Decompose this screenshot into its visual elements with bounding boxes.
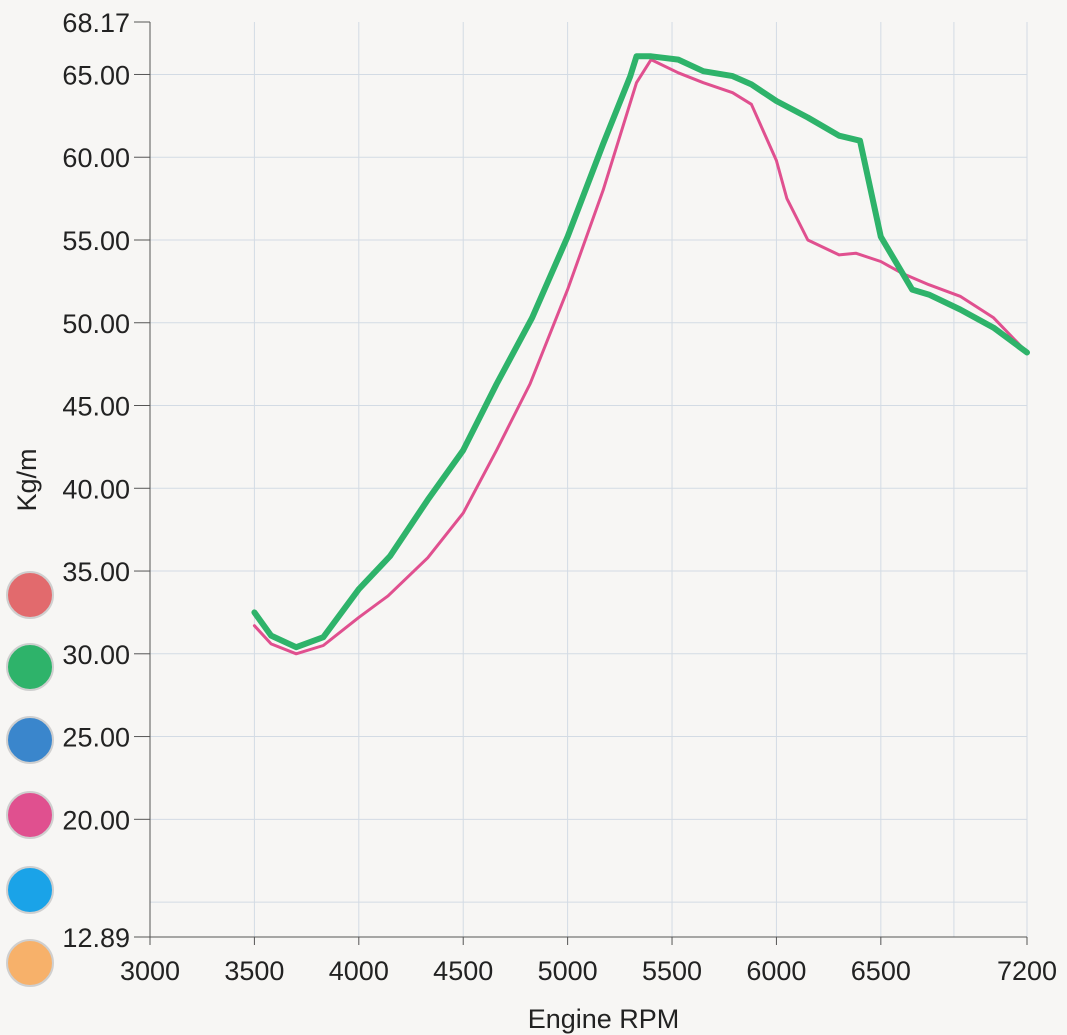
y-tick-labels: 12.89 20.00 25.00 30.00 35.00 40.00 45.00 50.00… xyxy=(62,8,150,953)
x-tick-label: 5000 xyxy=(538,956,598,986)
legend-dot-6[interactable] xyxy=(6,939,54,987)
x-tick-label: 4000 xyxy=(329,956,389,986)
legend-dot-2[interactable] xyxy=(6,643,54,691)
x-axis-title: Engine RPM xyxy=(528,1004,680,1034)
y-tick-label: 60.00 xyxy=(62,143,130,173)
x-tick-label: 3000 xyxy=(120,956,180,986)
y-tick-label: 25.00 xyxy=(62,723,130,753)
legend-dot-1[interactable] xyxy=(6,571,54,619)
y-tick-label: 40.00 xyxy=(62,474,130,504)
y-tick-label: 65.00 xyxy=(62,60,130,90)
y-axis-title: Kg/m xyxy=(12,448,42,511)
y-tick-label: 30.00 xyxy=(62,640,130,670)
y-tick-label: 35.00 xyxy=(62,557,130,587)
legend[interactable] xyxy=(6,571,54,987)
legend-dot-5[interactable] xyxy=(6,866,54,914)
y-tick-label: 12.89 xyxy=(62,923,130,953)
grid xyxy=(150,22,1028,937)
series xyxy=(251,53,1030,656)
y-tick-label: 45.00 xyxy=(62,392,130,422)
x-tick-labels: 3000 3500 4000 4500 5000 5500 6000 6500 7200 xyxy=(120,937,1057,986)
y-tick-label: 68.17 xyxy=(62,8,130,38)
x-tick-label: 5500 xyxy=(642,956,702,986)
x-tick-label: 6000 xyxy=(746,956,806,986)
y-tick-label: 50.00 xyxy=(62,309,130,339)
x-tick-label: 7200 xyxy=(997,956,1057,986)
x-tick-label: 4500 xyxy=(433,956,493,986)
y-tick-label: 20.00 xyxy=(62,805,130,835)
series-line-1 xyxy=(252,58,1029,656)
y-tick-label: 55.00 xyxy=(62,226,130,256)
series-line-2 xyxy=(251,53,1030,651)
x-tick-label: 3500 xyxy=(224,956,284,986)
legend-dot-4[interactable] xyxy=(6,791,54,839)
axes xyxy=(149,22,1027,938)
legend-dot-3[interactable] xyxy=(6,716,54,764)
x-tick-label: 6500 xyxy=(851,956,911,986)
